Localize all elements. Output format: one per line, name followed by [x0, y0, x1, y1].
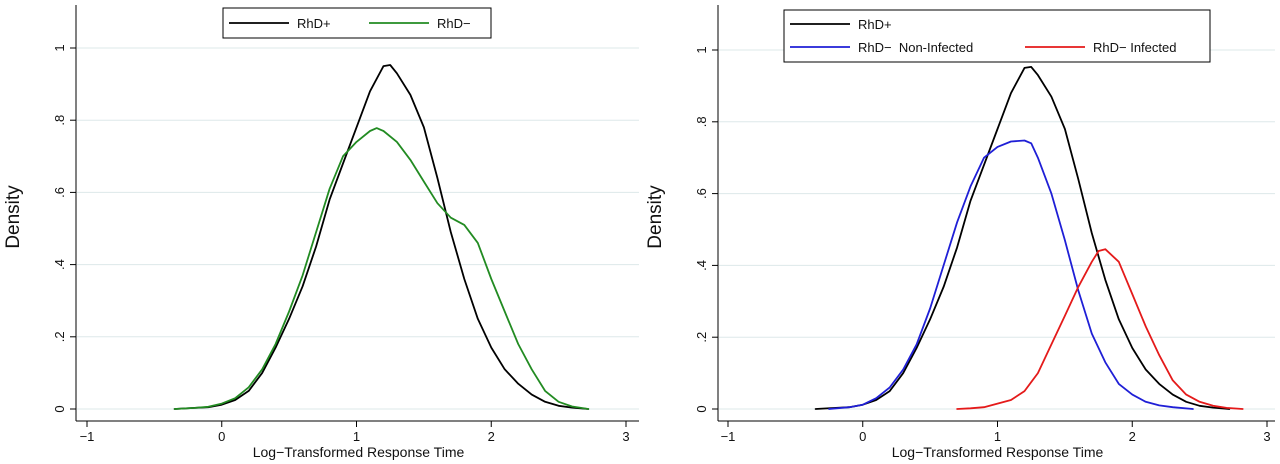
x-axis-title: Log−Transformed Response Time	[253, 444, 465, 460]
x-tick-label: −1	[721, 429, 736, 444]
x-tick-label: 1	[353, 429, 360, 444]
y-tick-label: .2	[694, 332, 709, 343]
x-axis-title: Log−Transformed Response Time	[892, 444, 1104, 460]
series-line-1	[814, 66, 1231, 410]
series-line-2	[828, 139, 1194, 410]
y-tick-label: 1	[694, 46, 709, 53]
legend-label: RhD− Infected	[1093, 40, 1176, 55]
legend-label: RhD− Non-Infected	[858, 40, 973, 55]
legend: RhD+ RhD−	[222, 7, 492, 39]
y-tick-label: .4	[52, 259, 67, 270]
y-tick-label: 0	[52, 405, 67, 412]
chart-panel-1: 0 .2 .4 .6 .8 1 −1 0 1 2 3 Log−Transformed Response…	[3, 5, 639, 460]
y-tick-label: .2	[52, 331, 67, 342]
chart-panel-2: 0 .2 .4 .6 .8 1 −1 0 1 2 3 Log−Transformed Response…	[645, 5, 1275, 460]
legend-label: RhD+	[858, 17, 892, 32]
legend-box	[783, 9, 1211, 63]
series-line-3	[956, 248, 1244, 410]
x-tick-label: −1	[80, 429, 95, 444]
y-tick-label: .6	[52, 187, 67, 198]
x-tick-label: 0	[218, 429, 225, 444]
x-tick-label: 3	[622, 429, 629, 444]
series-line-1	[173, 64, 590, 410]
y-tick-label: .8	[52, 115, 67, 126]
y-tick-label: 0	[694, 405, 709, 412]
x-tick-label: 2	[1129, 429, 1136, 444]
legend: RhD+ RhD− Non-Infected RhD− Infected	[783, 9, 1211, 63]
y-tick-label: .4	[694, 260, 709, 271]
x-tick-label: 0	[859, 429, 866, 444]
x-tick-label: 3	[1263, 429, 1270, 444]
legend-label: RhD+	[297, 16, 331, 31]
y-tick-label: 1	[52, 44, 67, 51]
x-tick-label: 1	[994, 429, 1001, 444]
y-axis-title: Density	[3, 185, 24, 249]
series-line-2	[173, 127, 590, 410]
y-tick-label: .8	[694, 116, 709, 127]
x-tick-label: 2	[488, 429, 495, 444]
y-tick-label: .6	[694, 188, 709, 199]
legend-label: RhD−	[437, 16, 471, 31]
y-axis-title: Density	[645, 185, 666, 249]
